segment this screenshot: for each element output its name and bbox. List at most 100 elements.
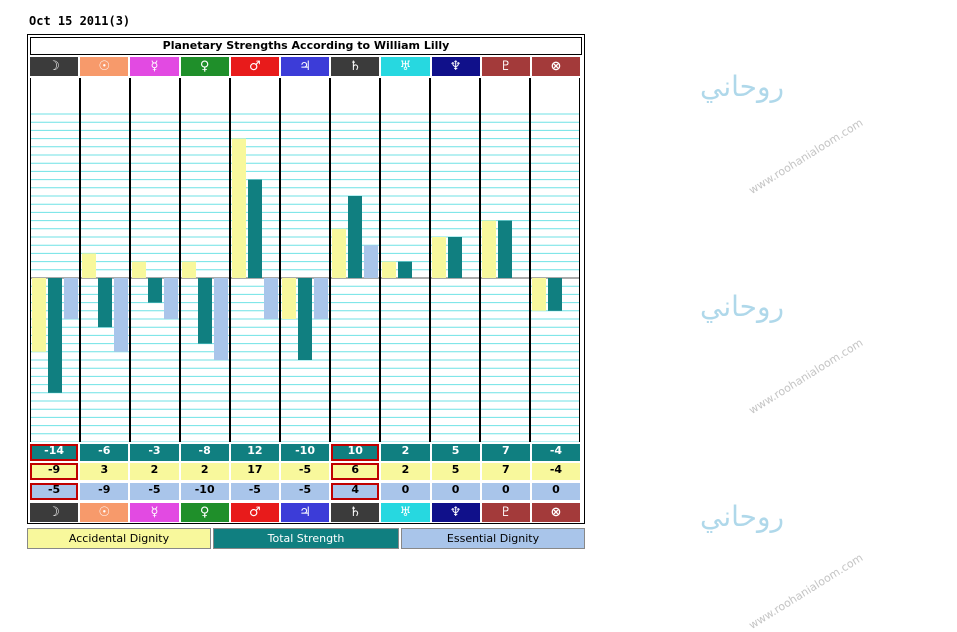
essential-dignity-value: -5	[130, 483, 179, 500]
accidental-dignity-value: 2	[381, 463, 430, 480]
watermark-site: www.roohanialoom.com	[746, 551, 866, 632]
total-strength-bar	[148, 278, 162, 303]
venus-icon: ♀	[180, 503, 229, 522]
accidental-dignity-value: 6	[331, 463, 380, 480]
essential-dignity-bar	[64, 278, 78, 319]
accidental-dignity-value: -4	[531, 463, 581, 480]
saturn-icon: ♄	[331, 503, 380, 522]
planetary-strength-chart: Planetary Strengths According to William…	[27, 34, 585, 524]
total-strength-value: -8	[180, 444, 229, 461]
accidental-dignity-value: 7	[481, 463, 530, 480]
total-strength-bar	[448, 237, 462, 278]
mercury-icon: ☿	[130, 57, 179, 76]
chart-title: Planetary Strengths According to William…	[30, 37, 582, 55]
total-strength-bar	[548, 278, 562, 311]
uranus-icon: ♅	[381, 57, 430, 76]
accidental-dignity-bar	[82, 253, 96, 278]
watermark-site: www.roohanialoom.com	[746, 116, 866, 197]
total-strength-value: 7	[481, 444, 530, 461]
total-strength-bar	[348, 196, 362, 278]
watermark-logo: روحاني	[700, 70, 785, 103]
total-strength-value: -3	[130, 444, 179, 461]
essential-dignity-value: -5	[280, 483, 330, 500]
accidental-dignity-bar	[182, 261, 196, 278]
accidental-dignity-bar	[132, 261, 146, 278]
sun-icon: ☉	[80, 57, 129, 76]
accidental-dignity-bar	[532, 278, 546, 311]
mercury-icon: ☿	[130, 503, 179, 522]
essential-dignity-value: -5	[230, 483, 279, 500]
venus-icon: ♀	[180, 57, 229, 76]
legend-accidental-dignity: Accidental Dignity	[27, 528, 211, 549]
planet-symbol-row-top: ☽ ☉ ☿ ♀ ♂ ♃ ♄ ♅ ♆ ♇ ⊗	[30, 57, 581, 76]
essential-dignity-value: -10	[180, 483, 229, 500]
part-of-fortune-icon: ⊗	[531, 503, 581, 522]
essential-dignity-value: 0	[531, 483, 581, 500]
essential-dignity-value: 4	[331, 483, 380, 500]
essential-dignity-bar	[214, 278, 228, 360]
essential-dignity-value: 0	[481, 483, 530, 500]
total-strength-value: 5	[431, 444, 480, 461]
total-strength-value: 10	[331, 444, 380, 461]
accidental-dignity-value: -5	[280, 463, 330, 480]
accidental-dignity-bar	[282, 278, 296, 319]
planet-symbol-row-bottom: ☽ ☉ ☿ ♀ ♂ ♃ ♄ ♅ ♆ ♇ ⊗	[30, 503, 581, 522]
total-strength-bar	[198, 278, 212, 344]
total-strength-bar	[398, 261, 412, 278]
total-strength-bar	[498, 220, 512, 278]
essential-dignity-bar	[114, 278, 128, 352]
accidental-dignity-bar	[32, 278, 46, 352]
accidental-dignity-bar	[332, 228, 346, 278]
uranus-icon: ♅	[381, 503, 430, 522]
saturn-icon: ♄	[331, 57, 380, 76]
watermark-logo: روحاني	[700, 500, 785, 533]
total-strength-value: -14	[30, 444, 79, 461]
watermark-site: www.roohanialoom.com	[746, 336, 866, 417]
total-strength-value: -10	[280, 444, 330, 461]
moon-icon: ☽	[30, 57, 79, 76]
chart-date-label: Oct 15 2011(3)	[29, 14, 131, 28]
essential-dignity-bar	[164, 278, 178, 319]
jupiter-icon: ♃	[280, 57, 330, 76]
essential-dignity-row: -5 -9 -5 -10 -5 -5 4 0 0 0 0	[30, 483, 581, 500]
total-strength-value: -4	[531, 444, 581, 461]
mars-icon: ♂	[230, 57, 279, 76]
legend-essential-dignity: Essential Dignity	[401, 528, 585, 549]
mars-icon: ♂	[230, 503, 279, 522]
neptune-icon: ♆	[431, 503, 480, 522]
accidental-dignity-bar	[382, 261, 396, 278]
moon-icon: ☽	[30, 503, 79, 522]
essential-dignity-bar	[364, 245, 378, 278]
accidental-dignity-bar	[482, 220, 496, 278]
total-strength-bar	[48, 278, 62, 393]
total-strength-value: 2	[381, 444, 430, 461]
essential-dignity-value: 0	[431, 483, 480, 500]
accidental-dignity-row: -9 3 2 2 17 -5 6 2 5 7 -4	[30, 463, 581, 480]
sun-icon: ☉	[80, 503, 129, 522]
essential-dignity-value: -9	[80, 483, 129, 500]
essential-dignity-bar	[264, 278, 278, 319]
total-strength-bar	[98, 278, 112, 328]
jupiter-icon: ♃	[280, 503, 330, 522]
part-of-fortune-icon: ⊗	[531, 57, 581, 76]
accidental-dignity-value: 2	[130, 463, 179, 480]
essential-dignity-value: 0	[381, 483, 430, 500]
essential-dignity-bar	[314, 278, 328, 319]
total-strength-value: 12	[230, 444, 279, 461]
total-strength-value: -6	[80, 444, 129, 461]
pluto-icon: ♇	[481, 503, 530, 522]
essential-dignity-value: -5	[30, 483, 79, 500]
neptune-icon: ♆	[431, 57, 480, 76]
legend-total-strength: Total Strength	[213, 528, 399, 549]
total-strength-bar	[298, 278, 312, 360]
total-strength-bar	[248, 179, 262, 278]
accidental-dignity-value: 3	[80, 463, 129, 480]
total-strength-row: -14 -6 -3 -8 12 -10 10 2 5 7 -4	[30, 444, 581, 461]
accidental-dignity-bar	[232, 138, 246, 278]
accidental-dignity-value: 17	[230, 463, 279, 480]
watermark-logo: روحاني	[700, 290, 785, 323]
accidental-dignity-value: 5	[431, 463, 480, 480]
pluto-icon: ♇	[481, 57, 530, 76]
bar-plot-area	[30, 78, 580, 442]
accidental-dignity-value: 2	[180, 463, 229, 480]
